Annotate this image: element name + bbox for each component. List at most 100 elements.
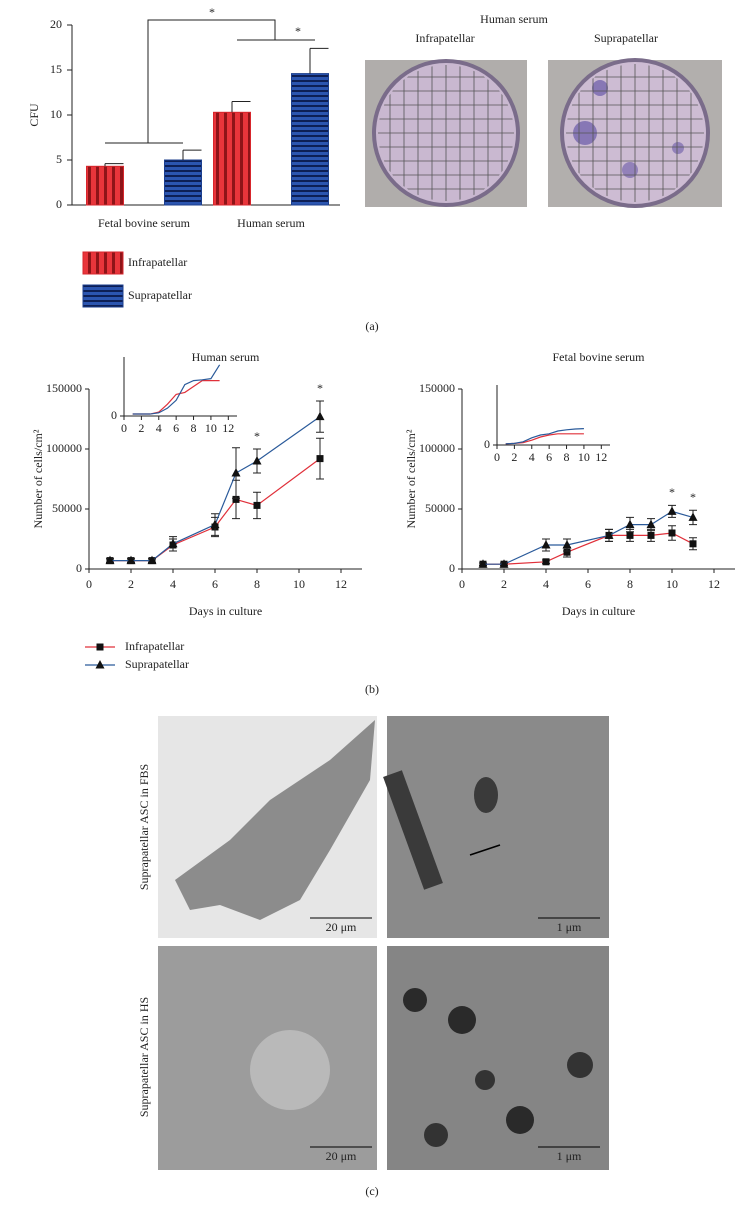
marker — [499, 559, 509, 568]
x-tick-label: 0 — [459, 577, 465, 591]
significance: * — [295, 24, 301, 38]
marker — [253, 501, 261, 509]
x-tick-label: 2 — [138, 421, 144, 435]
x-tick-label: 6 — [546, 450, 552, 464]
marker — [105, 555, 115, 565]
x-tick-label: Fetal bovine serum — [98, 216, 191, 230]
error-bar — [231, 101, 251, 113]
y-tick-label: 50000 — [425, 501, 455, 515]
x-tick-label: 8 — [627, 577, 633, 591]
plate-photo — [548, 58, 722, 208]
marker — [626, 531, 634, 539]
bar — [213, 111, 251, 206]
x-tick-label: 12 — [708, 577, 720, 591]
legend-label: Suprapatellar — [125, 657, 189, 671]
x-tick-label: 10 — [205, 421, 217, 435]
x-tick-label: 10 — [578, 450, 590, 464]
scale-bar-label: 20 μm — [326, 920, 357, 934]
marker — [541, 540, 551, 549]
marker — [625, 519, 635, 529]
significance: * — [254, 429, 260, 443]
significance: * — [669, 485, 675, 499]
plate-label: Suprapatellar — [594, 31, 658, 45]
marker — [315, 411, 325, 421]
x-tick-label: 4 — [543, 577, 549, 591]
legend-swatch — [82, 251, 124, 275]
marker — [231, 468, 241, 477]
marker — [688, 512, 698, 521]
y-tick-label: 0 — [56, 197, 62, 211]
x-tick-label: 0 — [86, 577, 92, 591]
x-tick-label: 8 — [191, 421, 197, 435]
x-tick-label: 12 — [595, 450, 607, 464]
marker — [478, 559, 488, 568]
y-axis-label: Number of cells/cm² — [404, 429, 418, 528]
micrograph — [158, 716, 609, 1170]
x-tick-label: 2 — [128, 577, 134, 591]
marker — [667, 506, 677, 515]
marker — [542, 558, 550, 566]
marker — [563, 548, 571, 556]
chart-title: Human serum — [192, 350, 260, 364]
line — [132, 380, 220, 415]
legend-label: Suprapatellar — [128, 288, 192, 302]
x-tick-label: 12 — [335, 577, 347, 591]
y-tick-label: 20 — [50, 17, 62, 31]
y-tick-label: 0 — [484, 437, 490, 451]
marker — [604, 530, 614, 539]
marker — [668, 529, 676, 537]
marker — [252, 456, 262, 465]
y-tick-label: 150000 — [419, 381, 455, 395]
significance: * — [690, 490, 696, 504]
y-tick-label: 50000 — [52, 501, 82, 515]
marker — [562, 540, 572, 549]
row-label: Suprapatellar ASC in FBS — [137, 764, 151, 890]
scale-bar-label: 20 μm — [326, 1149, 357, 1163]
y-tick-label: 150000 — [46, 381, 82, 395]
error-bar — [182, 149, 202, 160]
scale-bar-label: 1 μm — [557, 1149, 582, 1163]
x-tick-label: 0 — [494, 450, 500, 464]
legend-swatch — [82, 284, 124, 308]
axis — [123, 357, 237, 417]
y-tick-label: 5 — [56, 152, 62, 166]
marker — [147, 555, 157, 565]
x-axis-label: Days in culture — [562, 604, 635, 618]
x-tick-label: 4 — [529, 450, 535, 464]
x-tick-label: Human serum — [237, 216, 305, 230]
x-tick-label: 6 — [585, 577, 591, 591]
error-bar — [309, 47, 329, 74]
x-tick-label: 10 — [666, 577, 678, 591]
panel-label: (c) — [365, 1184, 378, 1198]
marker — [126, 555, 136, 565]
marker — [210, 519, 220, 529]
line — [110, 458, 321, 562]
row-label: Suprapatellar ASC in HS — [137, 997, 151, 1117]
legend-label: Infrapatellar — [128, 255, 187, 269]
y-tick-label: 10 — [50, 107, 62, 121]
plate-label: Infrapatellar — [415, 31, 474, 45]
panel-label: (b) — [365, 682, 379, 696]
y-tick-label: 15 — [50, 62, 62, 76]
x-tick-label: 8 — [564, 450, 570, 464]
y-axis-label: CFU — [27, 103, 41, 127]
y-axis-label: Number of cells/cm² — [31, 429, 45, 528]
marker — [646, 519, 656, 529]
marker — [168, 538, 178, 548]
marker — [689, 540, 697, 548]
bar — [291, 73, 329, 206]
legend-label: Infrapatellar — [125, 639, 184, 653]
marker — [232, 495, 240, 503]
x-tick-label: 2 — [511, 450, 517, 464]
legend-marker — [96, 643, 104, 651]
significance: * — [317, 381, 323, 395]
x-tick-label: 8 — [254, 577, 260, 591]
x-tick-label: 0 — [121, 421, 127, 435]
marker — [316, 455, 324, 463]
y-tick-label: 0 — [76, 561, 82, 575]
chart-title: Fetal bovine serum — [553, 350, 646, 364]
line — [505, 428, 584, 445]
axis — [496, 385, 610, 446]
panel-label: (a) — [365, 319, 378, 333]
